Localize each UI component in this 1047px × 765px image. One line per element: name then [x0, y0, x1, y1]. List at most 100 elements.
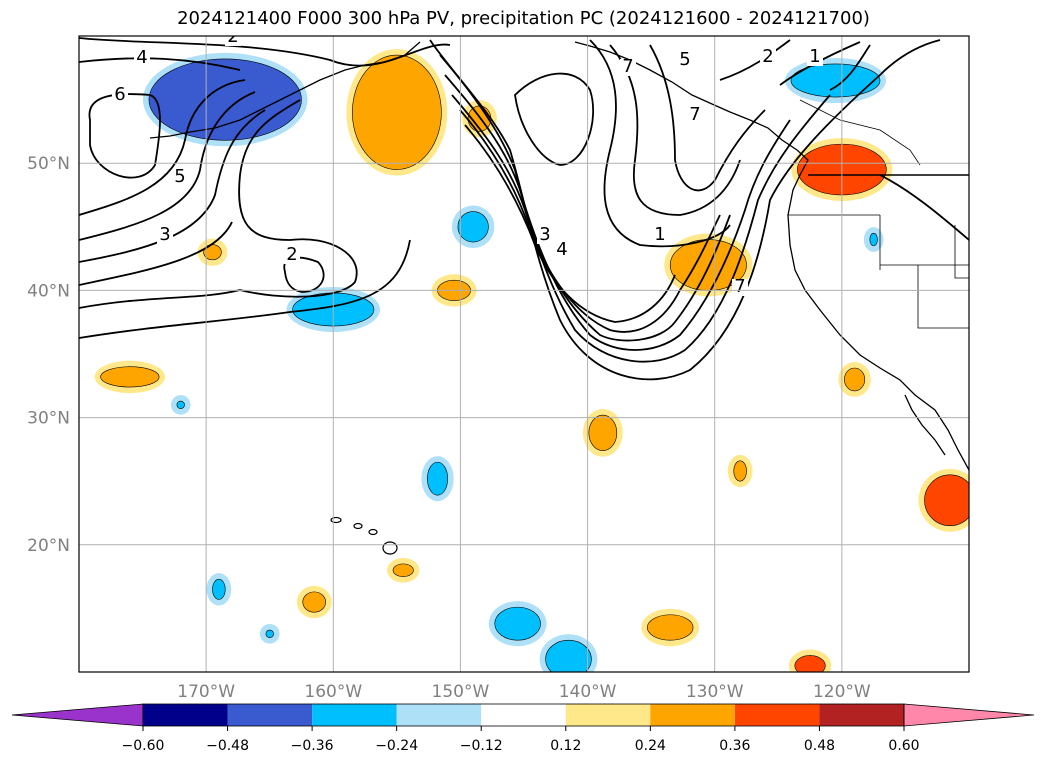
contour-label: 7 — [622, 56, 633, 77]
pv-contour — [88, 93, 161, 179]
contour-label-bg — [677, 52, 693, 69]
state-borders — [788, 214, 969, 329]
contour-label: 6 — [114, 84, 125, 105]
hawaii-islands — [330, 516, 398, 555]
colorbar-segment — [396, 704, 482, 726]
precip-blob — [427, 461, 449, 496]
pv-contour — [589, 39, 731, 248]
contour-label-bg — [284, 247, 300, 264]
pv-contour — [79, 79, 246, 216]
contour-label: 3 — [539, 224, 550, 245]
pv-contour — [79, 99, 358, 309]
colorbar-segment — [227, 704, 313, 726]
contour-label-bg — [157, 227, 173, 244]
precip-blob — [212, 578, 226, 600]
contour-label: 7 — [734, 276, 745, 297]
precip-blob — [924, 474, 969, 527]
contour-label: 3 — [159, 224, 170, 245]
gridlines — [79, 36, 969, 672]
colorbar-segment — [481, 704, 566, 726]
colorbar-tick-label: −0.36 — [291, 738, 334, 754]
colorbar-segment — [312, 704, 397, 726]
pv-contour — [79, 91, 256, 241]
precip-blob — [352, 54, 442, 170]
contour-label: 1 — [654, 224, 665, 245]
contour-label: 2 — [227, 26, 238, 47]
contour-label: 5 — [174, 166, 185, 187]
precip-blob — [392, 563, 414, 577]
contour-label-bg — [554, 242, 570, 259]
pv-contour — [609, 44, 741, 216]
contour-label-bg — [620, 59, 636, 76]
contour-label-bg — [732, 279, 748, 296]
precip-blob — [844, 367, 866, 392]
contour-label-bg — [172, 169, 188, 186]
lon-tick-label: 130°W — [686, 682, 744, 702]
pv-contour — [829, 44, 871, 91]
pv-contour — [444, 74, 791, 351]
pv-contour — [879, 174, 969, 241]
lat-tick-label: 20°N — [27, 536, 70, 556]
contour-label: 1 — [809, 46, 820, 67]
latitude-tick-labels: 50°N 40°N 30°N 20°N — [27, 154, 70, 556]
precip-blob — [869, 232, 878, 247]
precip-blob — [790, 63, 881, 98]
precip-blob — [647, 614, 694, 641]
precip-blob — [148, 58, 302, 141]
pv-contour — [649, 44, 766, 192]
chart-title: 2024121400 F000 300 hPa PV, precipitatio… — [177, 8, 870, 29]
contour-label-bg — [760, 49, 776, 66]
lat-tick-label: 50°N — [27, 154, 70, 174]
lon-tick-label: 140°W — [559, 682, 617, 702]
lat-tick-label: 30°N — [27, 409, 70, 429]
colorbar-frame — [142, 703, 905, 727]
colorbar-segment — [734, 704, 820, 726]
pv-contour — [79, 57, 241, 71]
pv-contour — [79, 239, 411, 339]
pv-contour — [719, 39, 791, 81]
pv-contour — [464, 124, 676, 323]
contour-label: 4 — [136, 47, 147, 68]
colorbar-segment — [819, 704, 904, 726]
pv-contour — [79, 37, 451, 67]
precip-blob — [100, 366, 160, 388]
colorbar-tick-label: −0.12 — [460, 738, 503, 754]
contour-label: 5 — [679, 49, 690, 70]
longitude-tick-labels: 170°W 160°W 150°W 140°W 130°W 120°W — [177, 682, 871, 702]
plot-frame — [78, 35, 970, 673]
coastlines — [149, 41, 969, 471]
contour-label: 2 — [762, 46, 773, 67]
colorbar-segment — [143, 704, 228, 726]
precip-blob — [176, 400, 185, 409]
colorbar-tick-label: −0.48 — [206, 738, 249, 754]
colorbar-tick-label: 0.36 — [719, 738, 750, 754]
colorbar-tick-label: −0.60 — [122, 738, 165, 754]
lat-tick-label: 40°N — [27, 281, 70, 301]
contour-label-bg — [652, 227, 668, 244]
pv-contour — [79, 109, 266, 263]
lon-tick-label: 150°W — [432, 682, 490, 702]
precip-blob — [302, 591, 326, 613]
precip-blob — [545, 639, 592, 672]
north-america-coast — [574, 41, 969, 471]
lon-tick-label: 120°W — [813, 682, 871, 702]
precip-blob — [794, 655, 826, 672]
lon-tick-label: 170°W — [177, 682, 235, 702]
precip-blob — [457, 211, 489, 243]
colorbar-tick-label: 0.60 — [888, 738, 919, 754]
pv-contour — [79, 221, 233, 286]
colorbar-tick-label: −0.24 — [375, 738, 418, 754]
contour-label-bg — [807, 49, 823, 66]
precip-blob — [588, 414, 618, 451]
colorbar: −0.60 −0.48 −0.36 −0.24 −0.12 0.12 0.24 0.36 0.4… — [11, 703, 1035, 754]
colorbar-tick-label: 0.12 — [550, 738, 581, 754]
colorbar-tick-label: 0.48 — [804, 738, 835, 754]
colorbar-extend-high — [903, 703, 1035, 727]
contour-label-bg — [687, 107, 703, 124]
precip-blob — [494, 606, 541, 641]
pv-contours — [79, 37, 969, 381]
pv-contour — [459, 109, 721, 333]
precip-blob — [265, 629, 274, 638]
baja-coast — [904, 394, 946, 456]
